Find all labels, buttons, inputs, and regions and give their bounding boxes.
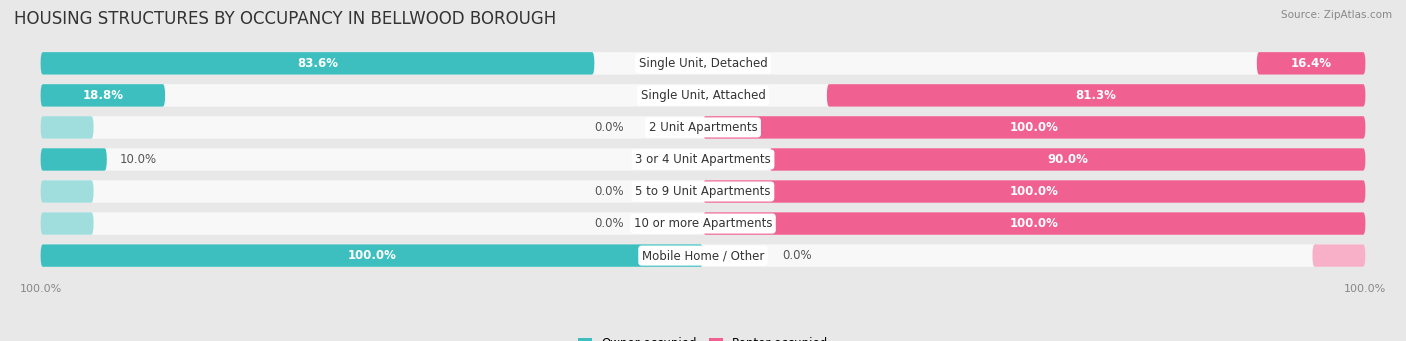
FancyBboxPatch shape xyxy=(41,244,1365,267)
FancyBboxPatch shape xyxy=(703,180,1365,203)
Text: 90.0%: 90.0% xyxy=(1047,153,1088,166)
Text: HOUSING STRUCTURES BY OCCUPANCY IN BELLWOOD BOROUGH: HOUSING STRUCTURES BY OCCUPANCY IN BELLW… xyxy=(14,10,557,28)
Text: 10 or more Apartments: 10 or more Apartments xyxy=(634,217,772,230)
Text: 5 to 9 Unit Apartments: 5 to 9 Unit Apartments xyxy=(636,185,770,198)
FancyBboxPatch shape xyxy=(41,148,1365,171)
Text: 3 or 4 Unit Apartments: 3 or 4 Unit Apartments xyxy=(636,153,770,166)
FancyBboxPatch shape xyxy=(41,180,1365,203)
FancyBboxPatch shape xyxy=(703,116,1365,139)
FancyBboxPatch shape xyxy=(41,52,1365,75)
Text: Single Unit, Detached: Single Unit, Detached xyxy=(638,57,768,70)
Text: 2 Unit Apartments: 2 Unit Apartments xyxy=(648,121,758,134)
Text: 0.0%: 0.0% xyxy=(593,185,623,198)
FancyBboxPatch shape xyxy=(41,244,703,267)
Text: 100.0%: 100.0% xyxy=(347,249,396,262)
Text: 83.6%: 83.6% xyxy=(297,57,337,70)
FancyBboxPatch shape xyxy=(41,84,1365,107)
FancyBboxPatch shape xyxy=(41,180,94,203)
Text: 0.0%: 0.0% xyxy=(593,121,623,134)
Text: Source: ZipAtlas.com: Source: ZipAtlas.com xyxy=(1281,10,1392,20)
Text: 81.3%: 81.3% xyxy=(1076,89,1116,102)
FancyBboxPatch shape xyxy=(41,52,595,75)
FancyBboxPatch shape xyxy=(769,148,1365,171)
Text: 100.0%: 100.0% xyxy=(1010,121,1059,134)
Legend: Owner-occupied, Renter-occupied: Owner-occupied, Renter-occupied xyxy=(578,337,828,341)
FancyBboxPatch shape xyxy=(41,212,1365,235)
Text: Mobile Home / Other: Mobile Home / Other xyxy=(641,249,765,262)
FancyBboxPatch shape xyxy=(703,212,1365,235)
Text: 18.8%: 18.8% xyxy=(83,89,124,102)
FancyBboxPatch shape xyxy=(1312,244,1365,267)
FancyBboxPatch shape xyxy=(1257,52,1365,75)
Text: 0.0%: 0.0% xyxy=(783,249,813,262)
FancyBboxPatch shape xyxy=(41,84,165,107)
Text: 0.0%: 0.0% xyxy=(593,217,623,230)
Text: 100.0%: 100.0% xyxy=(1010,217,1059,230)
FancyBboxPatch shape xyxy=(41,116,1365,139)
Text: 16.4%: 16.4% xyxy=(1291,57,1331,70)
Text: 100.0%: 100.0% xyxy=(1010,185,1059,198)
FancyBboxPatch shape xyxy=(41,212,94,235)
FancyBboxPatch shape xyxy=(827,84,1365,107)
FancyBboxPatch shape xyxy=(41,116,94,139)
Text: 10.0%: 10.0% xyxy=(120,153,157,166)
FancyBboxPatch shape xyxy=(41,148,107,171)
Text: Single Unit, Attached: Single Unit, Attached xyxy=(641,89,765,102)
